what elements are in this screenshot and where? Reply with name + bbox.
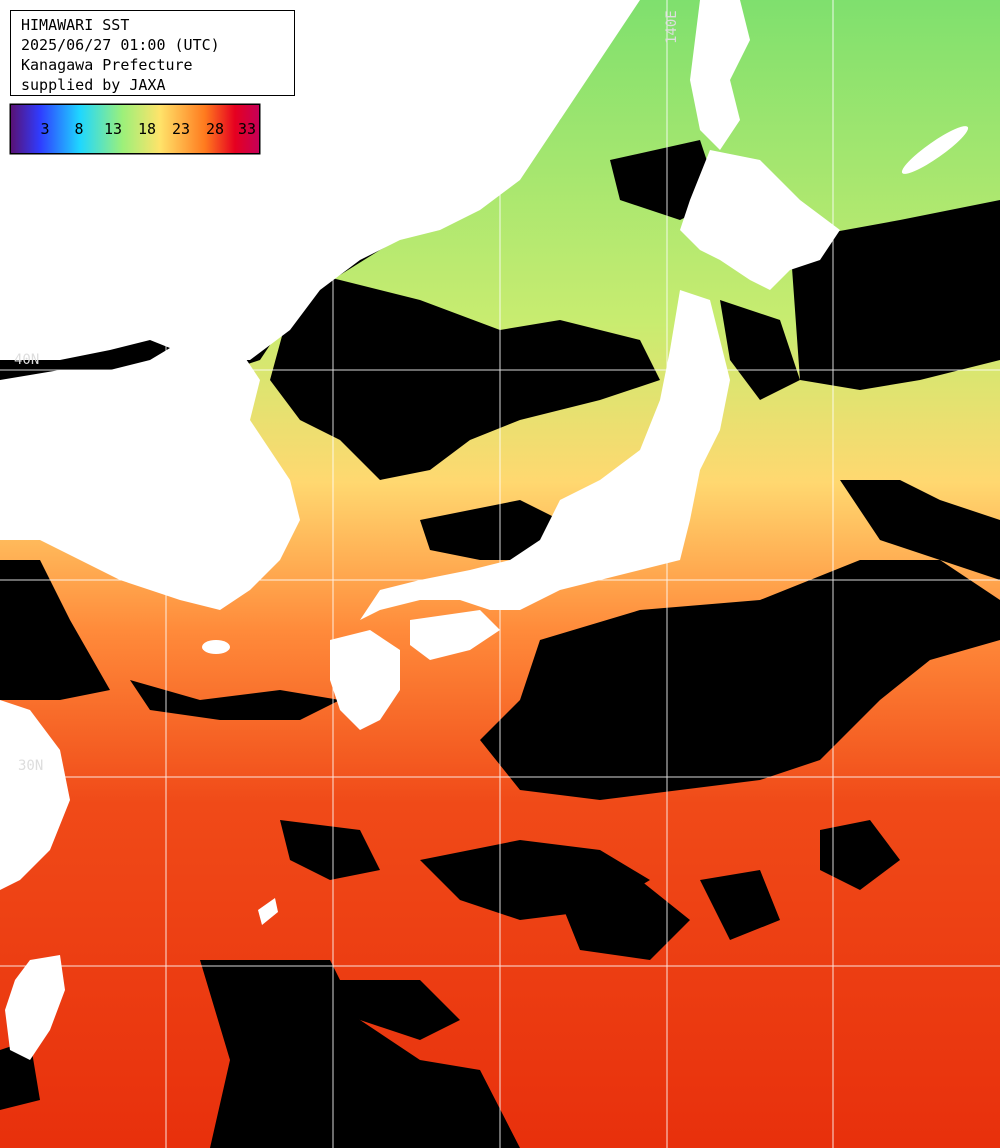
timestamp: 2025/06/27 01:00 (UTC) xyxy=(21,36,220,54)
legend-tick: 8 xyxy=(74,120,84,138)
prefecture-label: Kanagawa Prefecture xyxy=(21,56,193,74)
map-info-box: HIMAWARI SST 2025/06/27 01:00 (UTC) Kana… xyxy=(10,10,295,96)
product-title: HIMAWARI SST xyxy=(21,16,130,34)
legend-tick: 3 xyxy=(40,120,50,138)
legend-tick: 28 xyxy=(205,120,225,138)
latitude-label-40n: 40N xyxy=(14,352,40,368)
legend-tick: 23 xyxy=(171,120,191,138)
longitude-label-140e: 140E xyxy=(664,10,680,44)
source-credit: supplied by JAXA xyxy=(21,76,166,94)
legend-tick: 33 xyxy=(237,120,257,138)
temperature-legend: 3 8 13 18 23 28 33 xyxy=(10,104,260,154)
latitude-label-30n: 30N xyxy=(18,758,44,774)
legend-tick: 18 xyxy=(137,120,157,138)
legend-ticks: 3 8 13 18 23 28 33 xyxy=(11,119,259,139)
legend-colorbar xyxy=(9,103,261,155)
legend-tick: 13 xyxy=(103,120,123,138)
